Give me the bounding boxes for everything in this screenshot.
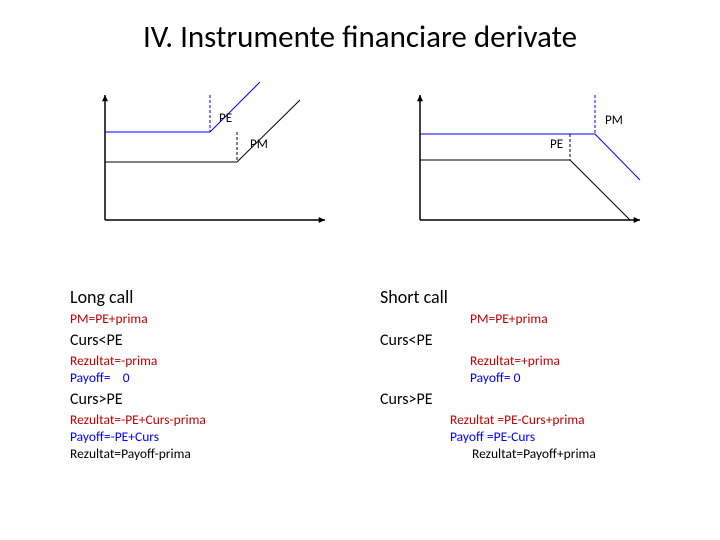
long-payoff2: Payoff=-PE+Curs bbox=[70, 428, 206, 445]
short-payoff1: Payoff= 0 bbox=[380, 369, 596, 386]
long-curs-lt-pe: Curs<PE bbox=[70, 331, 206, 350]
short-payoff2: Payoff =PE-Curs bbox=[380, 428, 596, 445]
short-call-heading: Short call bbox=[380, 286, 596, 308]
svg-text:PE: PE bbox=[550, 137, 563, 152]
long-call-chart: PE PM bbox=[85, 90, 330, 235]
long-rez2: Rezultat=-PE+Curs-prima bbox=[70, 411, 206, 428]
short-rez1: Rezultat=+prima bbox=[380, 352, 596, 369]
svg-text:PM: PM bbox=[605, 113, 623, 128]
long-curs-gt-pe: Curs>PE bbox=[70, 390, 206, 409]
short-call-chart: PM PE bbox=[400, 90, 645, 235]
short-curs-gt-pe: Curs>PE bbox=[380, 390, 596, 409]
short-curs-lt-pe: Curs<PE bbox=[380, 331, 596, 350]
long-pm-formula: PM=PE+prima bbox=[70, 310, 206, 327]
svg-text:PM: PM bbox=[250, 137, 268, 152]
long-payoff1: Payoff= 0 bbox=[70, 369, 206, 386]
long-rez-payoff: Rezultat=Payoff-prima bbox=[70, 445, 206, 462]
short-pm-formula: PM=PE+prima bbox=[380, 310, 596, 327]
short-rez2: Rezultat =PE-Curs+prima bbox=[380, 411, 596, 428]
svg-text:PE: PE bbox=[219, 111, 232, 126]
long-call-text: Long call PM=PE+prima Curs<PE Rezultat=-… bbox=[70, 286, 206, 462]
long-rez1: Rezultat=-prima bbox=[70, 352, 206, 369]
short-call-text: Short call PM=PE+prima Curs<PE Rezultat=… bbox=[380, 286, 596, 462]
page-title: IV. Instrumente financiare derivate bbox=[0, 18, 720, 56]
short-rez-payoff: Rezultat=Payoff+prima bbox=[380, 445, 596, 462]
long-call-heading: Long call bbox=[70, 286, 206, 308]
